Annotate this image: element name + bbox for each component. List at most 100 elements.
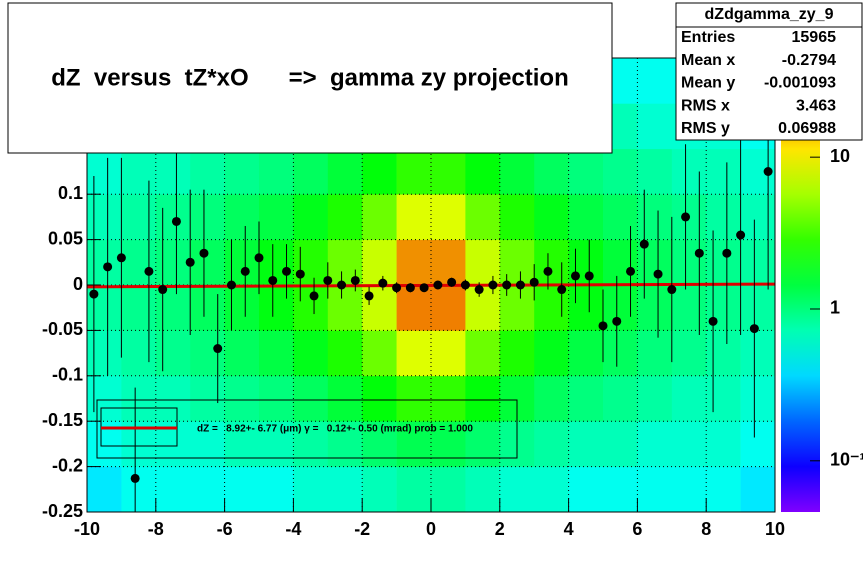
heatmap-cell <box>431 421 466 467</box>
profile-point <box>171 216 181 226</box>
heatmap-cell <box>603 466 638 513</box>
profile-point <box>295 269 305 279</box>
profile-point <box>378 278 388 288</box>
heatmap-cell <box>293 285 329 331</box>
y-tick-label: 0 <box>73 274 83 294</box>
profile-point <box>405 283 415 293</box>
x-tick-label: -8 <box>148 519 164 539</box>
heatmap-cell <box>568 421 604 467</box>
heatmap-cell <box>740 194 776 240</box>
heatmap-cell <box>603 330 638 377</box>
heatmap-cell <box>431 148 466 195</box>
y-tick-label: -0.2 <box>52 455 83 475</box>
heatmap-cell <box>603 148 638 195</box>
heatmap-cell <box>396 375 432 422</box>
heatmap-cell <box>121 375 157 422</box>
profile-point <box>460 280 470 290</box>
heatmap-cell <box>224 148 260 195</box>
z-tick-label: 10⁻¹ <box>830 450 863 470</box>
heatmap-cell <box>603 375 638 422</box>
profile-point <box>309 291 319 301</box>
heatmap-cell <box>568 375 604 422</box>
heatmap-cell <box>396 466 432 513</box>
heatmap-cell <box>293 148 329 195</box>
heatmap-cell <box>671 239 707 286</box>
stats-label: Entries <box>681 29 735 46</box>
heatmap-cell <box>362 148 397 195</box>
heatmap-cell <box>431 330 466 377</box>
heatmap-cell <box>224 330 260 377</box>
profile-point <box>488 280 498 290</box>
heatmap-cell <box>568 466 604 513</box>
heatmap-cell <box>465 375 501 422</box>
heatmap-cell <box>190 148 225 195</box>
heatmap-cell <box>190 239 225 286</box>
heatmap-cell <box>259 239 294 286</box>
heatmap-cell <box>362 421 397 467</box>
heatmap-cell <box>534 194 569 240</box>
heatmap-cell <box>259 375 294 422</box>
heatmap-cell <box>362 466 397 513</box>
y-tick-label: -0.05 <box>42 319 83 339</box>
heatmap-cell <box>259 466 294 513</box>
heatmap-cell <box>706 194 741 240</box>
heatmap-cell <box>706 148 741 195</box>
heatmap-cell <box>87 239 122 286</box>
y-tick-label: -0.15 <box>42 410 83 430</box>
x-tick-label: 0 <box>426 519 436 539</box>
profile-point <box>667 285 677 295</box>
heatmap-cell <box>259 194 294 240</box>
heatmap-cell <box>396 285 432 331</box>
profile-point <box>736 230 746 240</box>
heatmap-cell <box>465 194 501 240</box>
z-tick-label: 10 <box>830 146 850 166</box>
heatmap-cell <box>499 239 535 286</box>
heatmap-cell <box>431 285 466 331</box>
heatmap-cell <box>224 421 260 467</box>
heatmap-cell <box>637 148 673 195</box>
heatmap-cell <box>603 194 638 240</box>
profile-point <box>392 283 402 293</box>
x-tick-label: 10 <box>765 519 785 539</box>
heatmap-cell <box>396 330 432 377</box>
profile-point <box>254 253 264 263</box>
heatmap-cell <box>499 466 535 513</box>
heatmap-cell <box>121 194 157 240</box>
heatmap-cell <box>465 421 501 467</box>
profile-point <box>515 280 525 290</box>
profile-point <box>708 316 718 326</box>
heatmap-cell <box>534 330 569 377</box>
profile-point <box>570 271 580 281</box>
heatmap-cell <box>465 466 501 513</box>
profile-point <box>433 280 443 290</box>
stats-label: RMS x <box>681 97 730 114</box>
profile-point <box>213 344 223 354</box>
heatmap-cell <box>706 466 741 513</box>
profile-point <box>337 280 347 290</box>
heatmap-cell <box>155 239 191 286</box>
heatmap-cell <box>121 239 157 286</box>
profile-point <box>502 280 512 290</box>
heatmap-cell <box>534 421 569 467</box>
profile-point <box>364 291 374 301</box>
heatmap-cell <box>259 330 294 377</box>
heatmap-cell <box>396 148 432 195</box>
heatmap-cell <box>224 375 260 422</box>
profile-point <box>116 253 126 263</box>
heatmap-cell <box>671 375 707 422</box>
heatmap-cell <box>465 239 501 286</box>
title-box <box>7 2 613 154</box>
heatmap-cell <box>431 375 466 422</box>
heatmap-cell <box>327 330 363 377</box>
profile-point <box>584 271 594 281</box>
heatmap-cell <box>671 466 707 513</box>
heatmap-cell <box>224 466 260 513</box>
stats-value: 3.463 <box>796 97 836 114</box>
heatmap-cell <box>637 194 673 240</box>
heatmap-cell <box>87 466 122 513</box>
profile-point <box>626 266 636 276</box>
heatmap-cell <box>224 239 260 286</box>
heatmap-cell <box>740 330 776 377</box>
stats-value: 15965 <box>792 29 837 46</box>
x-tick-label: -2 <box>354 519 370 539</box>
